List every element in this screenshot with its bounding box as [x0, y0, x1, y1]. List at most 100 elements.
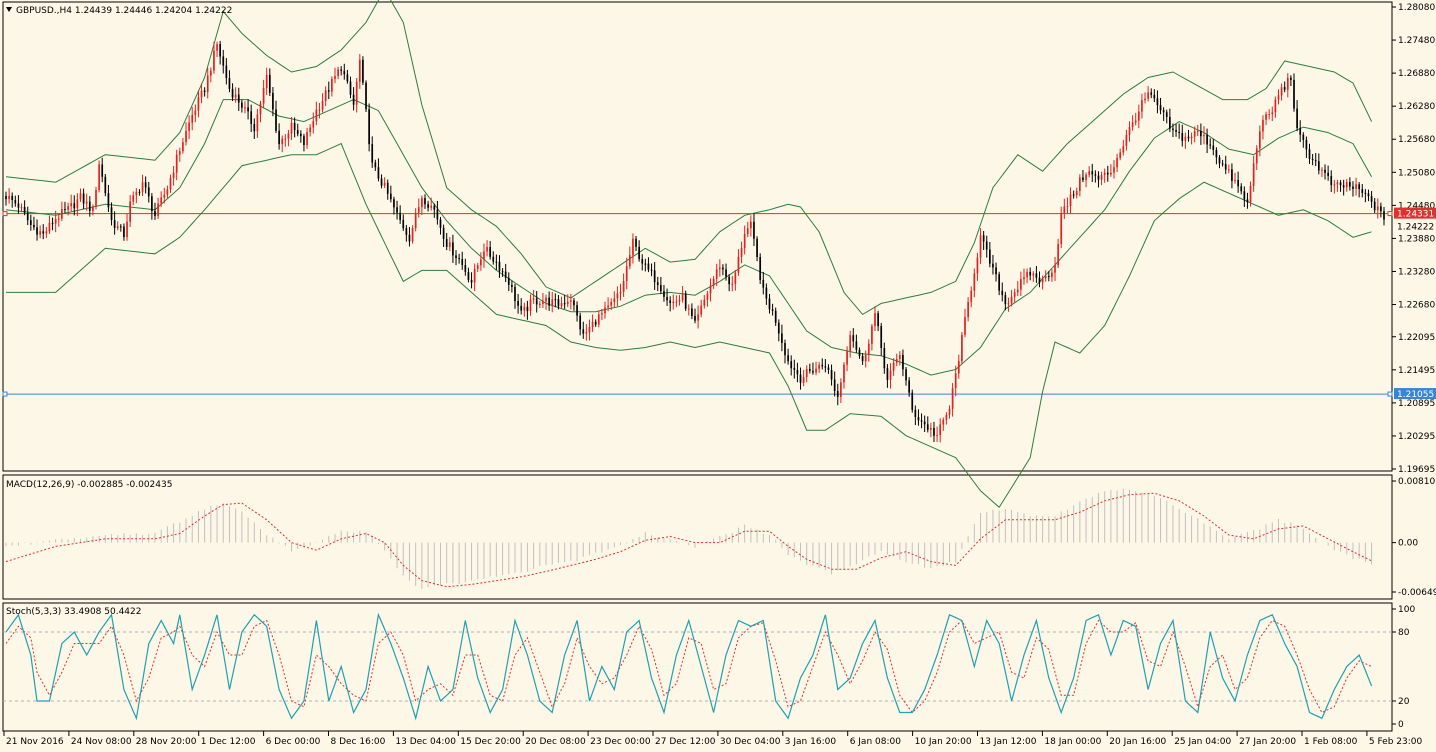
candle-body: [5, 196, 7, 199]
candle-body: [387, 183, 389, 194]
candle-body: [775, 311, 777, 323]
candle-body: [104, 177, 106, 193]
candle-body: [67, 206, 69, 210]
candle-body: [1355, 184, 1357, 189]
candle-body: [772, 309, 774, 311]
candle-body: [111, 207, 113, 220]
candle-body: [753, 222, 755, 239]
time-axis-label: 25 Jan 04:00: [1174, 737, 1231, 747]
candle-body: [126, 222, 128, 237]
time-axis-label: 27 Dec 12:00: [655, 737, 716, 747]
candle-body: [865, 355, 867, 361]
candle-body: [635, 239, 637, 247]
candle-body: [241, 103, 243, 108]
candle-body: [1063, 207, 1065, 214]
candle-body: [1330, 176, 1332, 185]
time-axis-label: 20 Dec 08:00: [525, 737, 586, 747]
candle-body: [1166, 112, 1168, 117]
candle-body: [288, 134, 290, 139]
candle-body: [340, 69, 342, 70]
candle-body: [548, 298, 550, 306]
candle-body: [815, 369, 817, 373]
candle-body: [734, 273, 736, 284]
price-axis-label: 1.25680: [1398, 135, 1435, 145]
candle-body: [11, 196, 13, 200]
candle-body: [1315, 160, 1317, 161]
line-handle-right-0[interactable]: [1388, 212, 1392, 216]
candle-body: [1088, 171, 1090, 175]
candle-body: [390, 194, 392, 199]
candle-body: [393, 199, 395, 207]
candle-body: [874, 313, 876, 326]
line-handle-left-1[interactable]: [3, 392, 7, 396]
candle-body: [700, 306, 702, 315]
candle-body: [1321, 170, 1323, 171]
candle-body: [443, 228, 445, 239]
candle-body: [554, 299, 556, 300]
candle-body: [601, 313, 603, 314]
candle-body: [157, 204, 159, 216]
candle-body: [1306, 140, 1308, 150]
candle-body: [179, 151, 181, 155]
candle-body: [523, 307, 525, 311]
candle-body: [359, 60, 361, 82]
candle-body: [1153, 95, 1155, 99]
candle-body: [316, 110, 318, 121]
candle-body: [936, 435, 938, 436]
candle-body: [120, 226, 122, 227]
candle-body: [101, 164, 103, 176]
candle-body: [1132, 122, 1134, 127]
line-handle-right-1[interactable]: [1388, 392, 1392, 396]
candle-body: [418, 207, 420, 213]
candle-body: [809, 369, 811, 371]
candle-body: [1337, 182, 1339, 184]
candle-body: [368, 109, 370, 144]
candle-body: [958, 361, 960, 373]
candle-body: [1296, 109, 1298, 129]
candle-body: [210, 71, 212, 76]
candle-body: [294, 123, 296, 130]
candle-body: [939, 424, 941, 435]
candle-body: [719, 268, 721, 270]
candle-body: [64, 209, 66, 210]
candle-body: [132, 195, 134, 201]
candle-body: [80, 193, 82, 199]
price-tag-label-1: 1.21055: [1397, 390, 1434, 400]
candle-body: [738, 257, 740, 273]
candle-body: [1243, 191, 1245, 199]
time-axis-label: 5 Feb 23:00: [1369, 737, 1423, 747]
candle-body: [1101, 175, 1103, 180]
candle-body: [1157, 98, 1159, 105]
price-axis-label: 1.23280: [1398, 267, 1435, 277]
candle-body: [542, 301, 544, 303]
candle-body: [803, 377, 805, 383]
candle-body: [561, 303, 563, 306]
candle-body: [1200, 131, 1202, 136]
candle-body: [1147, 92, 1149, 98]
candle-body: [8, 196, 10, 199]
line-handle-left-0[interactable]: [3, 212, 7, 216]
candle-body: [312, 121, 314, 127]
candle-body: [741, 248, 743, 257]
candle-body: [1048, 276, 1050, 277]
candle-body: [722, 268, 724, 270]
candle-body: [769, 299, 771, 310]
candle-body: [337, 69, 339, 76]
candle-body: [1358, 184, 1360, 189]
candle-body: [185, 131, 187, 142]
candle-body: [272, 93, 274, 110]
candle-body: [492, 257, 494, 262]
candle-body: [517, 301, 519, 306]
candle-body: [24, 207, 26, 213]
candle-body: [1278, 95, 1280, 99]
candle-body: [1172, 129, 1174, 130]
candle-body: [455, 255, 457, 258]
candle-body: [1231, 169, 1233, 181]
candle-body: [539, 304, 541, 305]
candle-body: [1119, 152, 1121, 158]
candle-body: [638, 247, 640, 259]
candle-body: [818, 365, 820, 369]
candle-body: [530, 299, 532, 311]
